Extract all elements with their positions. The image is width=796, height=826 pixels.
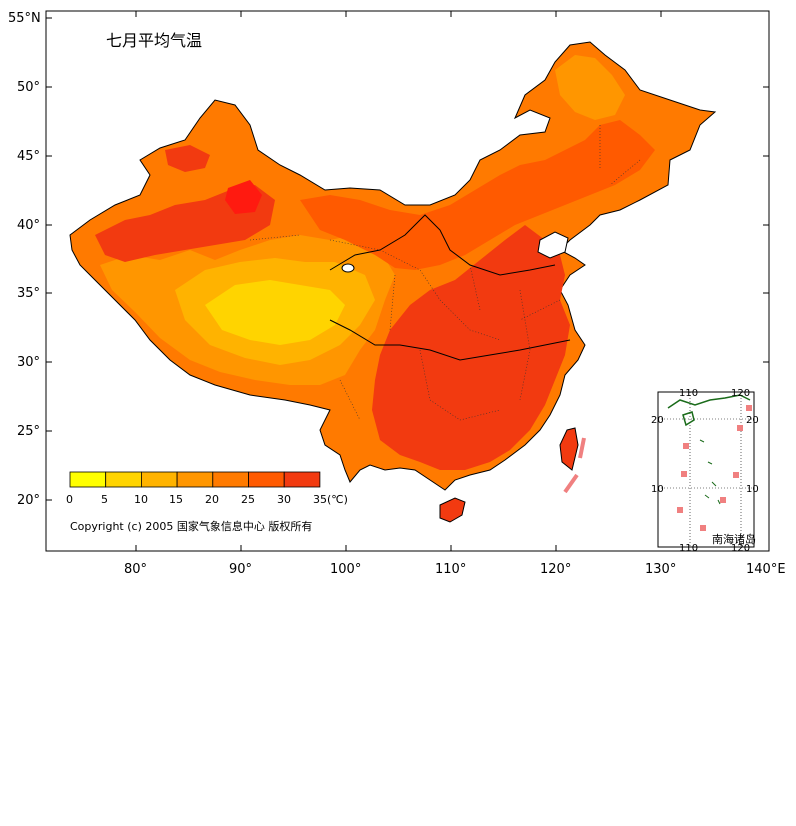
bohai-sea bbox=[537, 231, 569, 259]
inset-left-20: 20 bbox=[651, 415, 664, 426]
inset-left-10: 10 bbox=[651, 484, 664, 495]
inset-top-110: 110 bbox=[679, 388, 698, 399]
inset-dash-1 bbox=[683, 443, 689, 449]
legend-swatch bbox=[176, 471, 214, 488]
longitude-axis: 80° 90° 100° 110° 120° 130° 140°E bbox=[124, 11, 786, 577]
inset-name: 南海诸岛 bbox=[712, 532, 756, 546]
inset-islands bbox=[699, 439, 721, 505]
inset-dash-3 bbox=[677, 507, 683, 513]
legend-swatch bbox=[248, 471, 285, 488]
legend-swatch bbox=[105, 471, 142, 488]
inset-dash-6 bbox=[733, 472, 739, 478]
legend-label-30: 30 bbox=[277, 493, 291, 506]
lon-label-100: 100° bbox=[330, 562, 361, 577]
lon-label-110: 110° bbox=[435, 562, 466, 577]
legend-swatches bbox=[69, 471, 321, 488]
inset-bottom-120: 120 bbox=[731, 543, 750, 554]
lon-label-140: 140°E bbox=[746, 562, 786, 577]
inset-coastline bbox=[667, 394, 751, 427]
map-title: 七月平均气温 bbox=[106, 31, 202, 50]
lat-label-55: 55°N bbox=[8, 11, 41, 26]
legend-swatch bbox=[69, 471, 107, 488]
inset-dash-2 bbox=[681, 471, 687, 477]
inset-dash-5 bbox=[720, 497, 726, 503]
zone-30-dzungaria bbox=[165, 145, 210, 172]
legend-label-0: 0 bbox=[66, 493, 73, 506]
legend-label-15: 15 bbox=[169, 493, 183, 506]
taiwan-island bbox=[559, 427, 579, 471]
copyright-text: Copyright (c) 2005 国家气象信息中心 版权所有 bbox=[70, 519, 312, 533]
inset-frame bbox=[657, 391, 755, 548]
legend-label-25: 25 bbox=[241, 493, 255, 506]
latitude-axis: 55°N 50° 45° 40° 35° 30° 25° 20° bbox=[8, 11, 769, 508]
inset-right-20: 20 bbox=[746, 415, 759, 426]
zone-25-north bbox=[300, 120, 655, 270]
china-temperature-field bbox=[69, 41, 717, 491]
lon-label-80: 80° bbox=[124, 562, 147, 577]
boundary-dash-1 bbox=[578, 437, 586, 459]
boundary-dash-2 bbox=[563, 473, 579, 494]
inset-right-10: 10 bbox=[746, 484, 759, 495]
legend-swatch bbox=[140, 471, 178, 488]
zone-5 bbox=[205, 280, 345, 345]
inset-bottom-110: 110 bbox=[679, 543, 698, 554]
inset-top-120: 120 bbox=[731, 388, 750, 399]
lat-label-35: 35° bbox=[17, 286, 40, 301]
legend-swatch bbox=[212, 471, 249, 488]
lon-label-120: 120° bbox=[540, 562, 571, 577]
lat-label-20: 20° bbox=[17, 493, 40, 508]
zone-35-turpan bbox=[225, 180, 262, 214]
legend-label-10: 10 bbox=[134, 493, 148, 506]
legend: 0 5 10 15 20 25 30 35(℃) bbox=[66, 471, 348, 506]
legend-label-20: 20 bbox=[205, 493, 219, 506]
yellow-river bbox=[329, 214, 556, 276]
lat-label-40: 40° bbox=[17, 218, 40, 233]
legend-label-5: 5 bbox=[101, 493, 108, 506]
yangtze-river bbox=[329, 319, 571, 361]
south-china-sea-inset: 110 120 110 120 20 10 20 10 南海诸岛 bbox=[651, 388, 759, 554]
inset-dash-4 bbox=[700, 525, 706, 531]
inset-dash-8 bbox=[746, 405, 752, 411]
province-boundaries bbox=[249, 125, 641, 421]
qinghai-lake bbox=[341, 263, 355, 273]
lat-label-25: 25° bbox=[17, 424, 40, 439]
lat-label-45: 45° bbox=[17, 149, 40, 164]
lat-label-30: 30° bbox=[17, 355, 40, 370]
zone-30-east bbox=[372, 225, 570, 470]
legend-label-35: 35(℃) bbox=[313, 493, 348, 506]
lon-label-130: 130° bbox=[645, 562, 676, 577]
lat-label-50: 50° bbox=[17, 80, 40, 95]
legend-swatch bbox=[283, 471, 321, 488]
zone-20-northeast bbox=[555, 55, 625, 120]
inset-dash-7 bbox=[737, 425, 743, 431]
lon-label-90: 90° bbox=[229, 562, 252, 577]
hainan-island bbox=[439, 497, 466, 523]
